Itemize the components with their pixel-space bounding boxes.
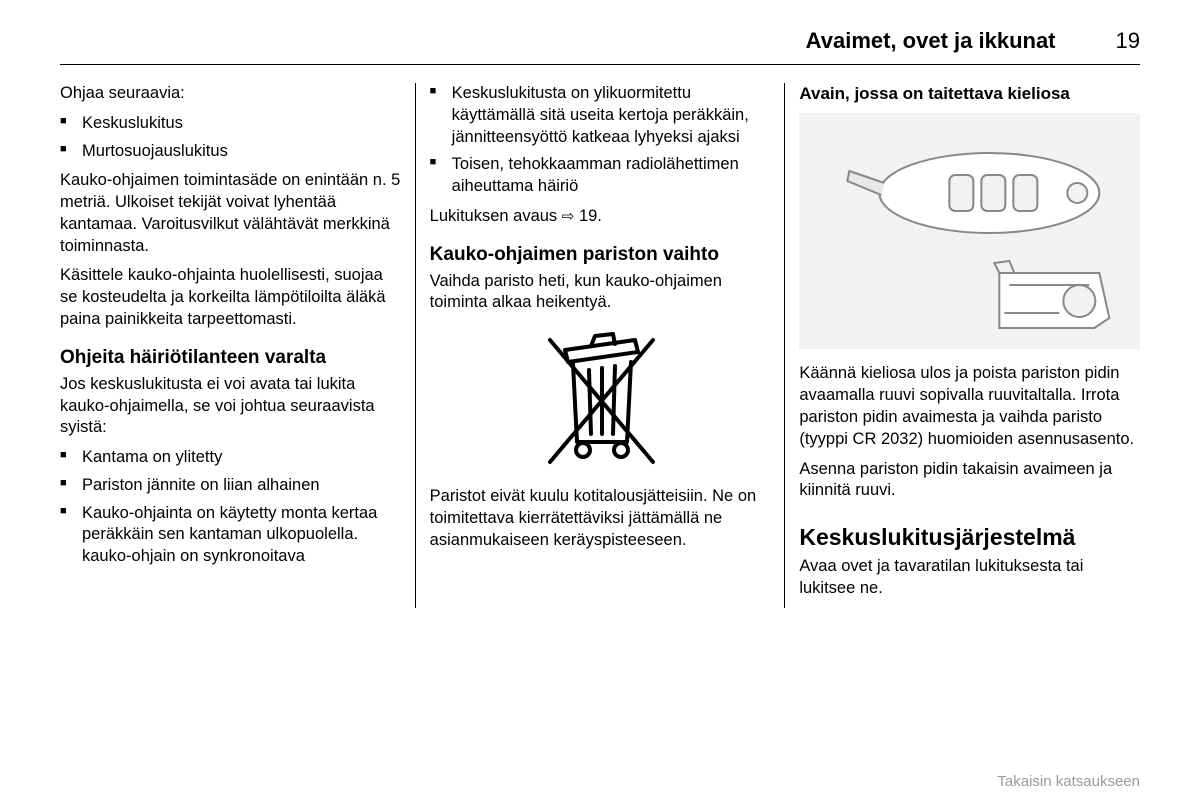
list-item: Keskuslukitusta on ylikuormitettu käyttä… [430,83,771,148]
col1-heading: Ohjeita häiriötilanteen varalta [60,345,401,370]
col3-p3: Avaa ovet ja tavaratilan lukituksesta ta… [799,556,1140,600]
column-2: Keskuslukitusta on ylikuormitettu käyttä… [415,83,786,608]
list-item: Pariston jännite on liian alhainen [60,475,401,497]
col3-p2: Asenna pariston pidin takaisin avaimeen … [799,459,1140,503]
col2-list1: Keskuslukitusta on ylikuormitettu käyttä… [430,83,771,198]
col1-p3: Jos keskuslukitusta ei voi avata tai luk… [60,374,401,439]
key-illustration [799,113,1140,349]
content-columns: Ohjaa seuraavia: Keskuslukitus Murtosuoj… [60,83,1140,608]
header-title: Avaimet, ovet ja ikkunat [806,28,1056,54]
reference-arrow-icon: ⇨ [562,207,575,227]
col2-p2: Paristot eivät kuulu kotitalousjätteisii… [430,486,771,551]
col3-main-heading: Keskuslukitusjärjestelmä [799,522,1140,552]
page-number: 19 [1116,28,1140,54]
col1-intro: Ohjaa seuraavia: [60,83,401,105]
list-item: Toisen, tehokkaamman radiolähettimen aih… [430,154,771,198]
list-item: Kantama on ylitetty [60,447,401,469]
list-item: Keskuslukitus [60,113,401,135]
list-item: Kauko-ohjainta on käytetty monta kertaa … [60,503,401,568]
col1-list2: Kantama on ylitetty Pariston jännite on … [60,447,401,568]
no-trash-bin-icon [535,322,665,472]
col3-p1: Käännä kieliosa ulos ja poista pariston … [799,363,1140,450]
col2-ref: Lukituksen avaus ⇨ 19. [430,206,771,228]
col2-p1: Vaihda paristo heti, kun kauko-ohjaimen … [430,271,771,315]
col1-list1: Keskuslukitus Murtosuojauslukitus [60,113,401,163]
column-1: Ohjaa seuraavia: Keskuslukitus Murtosuoj… [60,83,415,608]
col2-heading: Kauko-ohjaimen pariston vaihto [430,242,771,267]
back-to-overview-link[interactable]: Takaisin katsaukseen [997,773,1140,790]
column-3: Avain, jossa on taitettava kieliosa [785,83,1140,608]
col1-p2: Käsittele kauko-ohjainta huolellisesti, … [60,265,401,330]
col3-heading: Avain, jossa on taitettava kieliosa [799,83,1140,105]
col1-p1: Kauko-ohjaimen toimintasäde on enintään … [60,170,401,257]
list-item: Murtosuojauslukitus [60,141,401,163]
page-header: Avaimet, ovet ja ikkunat 19 [60,28,1140,65]
